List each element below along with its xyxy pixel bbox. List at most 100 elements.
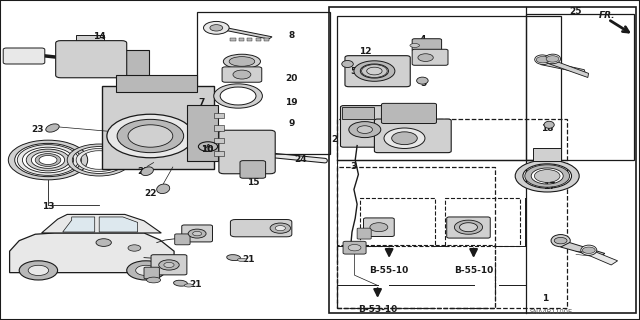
FancyBboxPatch shape	[357, 228, 371, 239]
Bar	[264, 38, 269, 41]
Circle shape	[188, 229, 206, 238]
Bar	[360, 198, 435, 246]
Ellipse shape	[417, 77, 428, 84]
Text: 10: 10	[200, 145, 213, 154]
FancyBboxPatch shape	[175, 234, 190, 245]
FancyBboxPatch shape	[182, 225, 212, 242]
Bar	[214, 138, 224, 143]
Ellipse shape	[157, 184, 170, 194]
Polygon shape	[218, 26, 272, 39]
Text: 16: 16	[198, 229, 211, 238]
Circle shape	[349, 122, 381, 138]
Text: 10: 10	[200, 145, 213, 154]
FancyBboxPatch shape	[447, 217, 490, 238]
Circle shape	[96, 239, 111, 246]
Circle shape	[128, 245, 141, 251]
Text: 8: 8	[288, 31, 294, 40]
Ellipse shape	[141, 167, 154, 176]
Text: 25: 25	[570, 7, 582, 16]
FancyBboxPatch shape	[381, 103, 436, 124]
Circle shape	[233, 70, 251, 79]
Polygon shape	[99, 217, 138, 232]
FancyBboxPatch shape	[342, 107, 374, 119]
Polygon shape	[63, 217, 95, 232]
Bar	[329, 7, 636, 313]
Text: 24: 24	[294, 156, 307, 164]
Circle shape	[117, 119, 184, 153]
FancyBboxPatch shape	[345, 56, 410, 87]
FancyBboxPatch shape	[151, 255, 187, 275]
FancyBboxPatch shape	[222, 67, 262, 82]
FancyBboxPatch shape	[343, 241, 366, 254]
Text: 13: 13	[42, 202, 54, 211]
Text: 16: 16	[163, 262, 176, 271]
Bar	[337, 167, 495, 308]
Text: 6: 6	[424, 48, 431, 57]
Text: B-55-10: B-55-10	[369, 266, 409, 275]
Text: 3: 3	[350, 162, 356, 171]
Circle shape	[536, 57, 549, 63]
Text: 17: 17	[543, 182, 556, 191]
Bar	[239, 38, 244, 41]
Circle shape	[534, 170, 560, 182]
Bar	[214, 125, 224, 131]
FancyBboxPatch shape	[116, 75, 197, 92]
Text: 11: 11	[259, 224, 272, 233]
Ellipse shape	[544, 121, 554, 128]
Circle shape	[392, 132, 417, 145]
FancyBboxPatch shape	[76, 35, 104, 46]
Circle shape	[210, 25, 223, 31]
Bar	[445, 198, 520, 246]
Ellipse shape	[410, 44, 420, 47]
Text: B-55-10: B-55-10	[454, 266, 493, 275]
FancyBboxPatch shape	[533, 148, 561, 161]
FancyBboxPatch shape	[56, 41, 127, 78]
FancyBboxPatch shape	[144, 267, 159, 279]
Circle shape	[128, 125, 173, 147]
Ellipse shape	[147, 277, 161, 283]
Ellipse shape	[229, 57, 255, 66]
Ellipse shape	[46, 124, 59, 132]
Text: 18: 18	[541, 124, 554, 133]
FancyBboxPatch shape	[364, 218, 394, 236]
Circle shape	[164, 262, 174, 268]
Circle shape	[127, 261, 165, 280]
FancyBboxPatch shape	[374, 119, 451, 153]
FancyBboxPatch shape	[3, 48, 45, 64]
Polygon shape	[10, 233, 174, 273]
Polygon shape	[540, 60, 586, 74]
Text: B-53-10: B-53-10	[358, 305, 397, 314]
Ellipse shape	[581, 245, 597, 255]
FancyBboxPatch shape	[412, 49, 448, 65]
FancyArrowPatch shape	[19, 53, 58, 57]
Bar	[256, 38, 261, 41]
Text: 20: 20	[285, 74, 298, 83]
Text: 5: 5	[350, 67, 356, 76]
Circle shape	[275, 226, 285, 231]
Ellipse shape	[184, 284, 193, 287]
Bar	[197, 12, 330, 154]
Text: 1: 1	[542, 294, 548, 303]
Text: 2: 2	[332, 135, 338, 144]
Bar	[247, 38, 252, 41]
Text: 21: 21	[242, 255, 255, 264]
Bar	[337, 245, 495, 308]
Text: 15: 15	[246, 178, 259, 187]
FancyBboxPatch shape	[340, 106, 388, 147]
Text: 23: 23	[138, 167, 150, 176]
FancyBboxPatch shape	[412, 39, 442, 51]
Text: 5: 5	[420, 79, 427, 88]
Circle shape	[19, 261, 58, 280]
Circle shape	[193, 231, 202, 236]
Circle shape	[348, 244, 361, 251]
Bar	[526, 14, 634, 160]
Bar	[214, 151, 224, 156]
Ellipse shape	[223, 54, 260, 68]
Text: 9: 9	[288, 119, 294, 128]
Circle shape	[582, 247, 595, 253]
Circle shape	[357, 126, 372, 133]
Text: 22: 22	[144, 189, 157, 198]
Ellipse shape	[545, 54, 561, 64]
Ellipse shape	[173, 280, 188, 286]
Circle shape	[384, 128, 425, 148]
